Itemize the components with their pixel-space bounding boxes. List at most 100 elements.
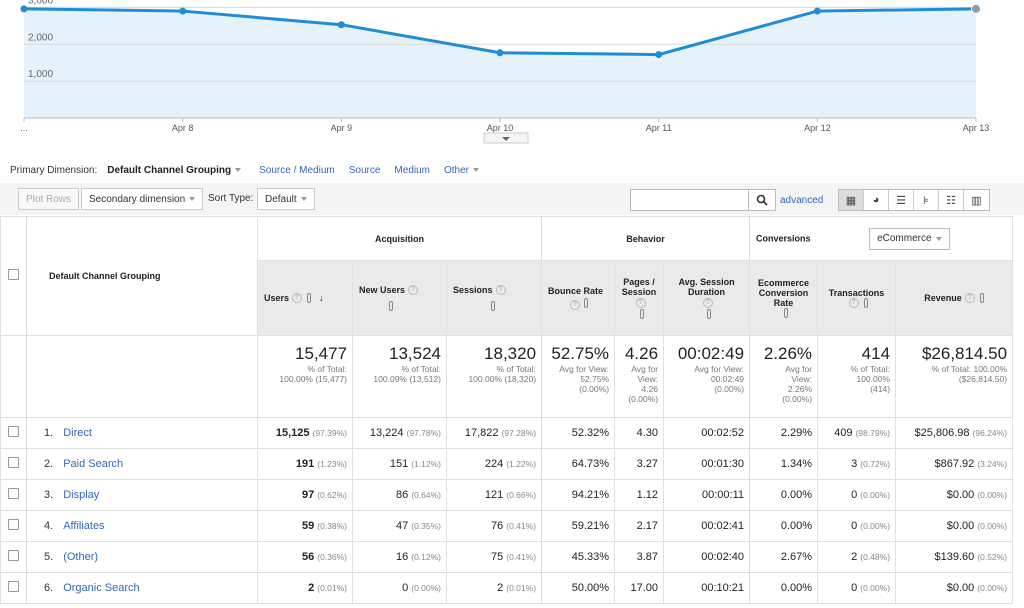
advanced-filter-link[interactable]: advanced <box>780 195 824 206</box>
chart-data-point <box>655 51 663 59</box>
cell-channel: 1. Direct <box>26 417 258 449</box>
row-checkbox[interactable] <box>8 519 19 530</box>
channel-link[interactable]: Display <box>63 489 100 501</box>
header-new-users[interactable]: New Users? <box>352 260 447 336</box>
performance-view-icon[interactable]: ☰ <box>889 190 914 210</box>
dimension-header[interactable]: Default Channel Grouping <box>26 216 258 336</box>
chart-x-tick-label: Apr 12 <box>804 123 831 133</box>
header-conversion-rate[interactable]: Ecommerce Conversion Rate <box>749 260 819 336</box>
chart-x-tick-label: Apr 11 <box>646 123 672 133</box>
row-number: 4. <box>44 520 54 532</box>
total-avg-duration: 00:02:49 Avg for View: 00:02:49 (0.00%) <box>663 335 751 418</box>
row-checkbox[interactable] <box>8 550 19 561</box>
channel-link[interactable]: Paid Search <box>63 458 124 470</box>
group-conversions: Conversions eCommerce <box>749 216 1014 261</box>
table-row: 1. Direct 15,125 (97.39%) 13,224 (97.78%) 17,8… <box>0 417 1014 449</box>
cell-duration: 00:02:40 <box>663 541 751 573</box>
cell-new_users: 16 (0.12%) <box>352 541 447 573</box>
conversions-dropdown[interactable]: eCommerce <box>869 227 950 250</box>
cell-pages: 1.12 <box>614 479 665 511</box>
pie-view-icon[interactable]: ◕ <box>864 190 889 210</box>
chart-y-tick-label: 3,000 <box>28 0 53 6</box>
cell-conv: 2.67% <box>749 541 819 573</box>
channel-link[interactable]: Direct <box>63 427 92 439</box>
chart-data-point <box>496 49 504 57</box>
chevron-down-icon <box>235 167 242 172</box>
sort-type-label: Sort Type: <box>208 193 254 204</box>
cell-channel: 4. Affiliates <box>26 510 258 542</box>
sort-type-dropdown[interactable]: Default <box>257 188 315 210</box>
primary-dimension-label: Primary Dimension: <box>10 164 98 176</box>
channel-link[interactable]: (Other) <box>63 551 99 563</box>
sort-arrow-icon: ↓ <box>319 292 324 303</box>
dimension-link-source-medium[interactable]: Source / Medium <box>259 164 335 176</box>
primary-dimension-bar: Primary Dimension: Default Channel Group… <box>0 160 1024 180</box>
channel-link[interactable]: Organic Search <box>63 582 140 594</box>
chevron-down-icon <box>473 167 480 172</box>
term-cloud-view-icon[interactable]: ☷ <box>939 190 964 210</box>
row-checkbox[interactable] <box>8 426 19 437</box>
search-button[interactable] <box>749 190 775 210</box>
help-icon: ? <box>570 300 581 310</box>
cell-new_users: 13,224 (97.78%) <box>352 417 447 449</box>
row-checkbox-cell <box>0 510 27 542</box>
row-number: 3. <box>44 489 54 501</box>
primary-dimension-current[interactable]: Default Channel Grouping <box>107 165 242 176</box>
chart-data-point <box>337 21 345 29</box>
cell-sessions: 17,822 (97.28%) <box>445 417 543 449</box>
row-checkbox[interactable] <box>8 457 19 468</box>
view-switcher: ▦ ◕ ☰ ⊧ ☷ ▥ <box>838 189 990 211</box>
row-number: 1. <box>44 427 54 439</box>
dimension-link-other[interactable]: Other <box>444 165 480 176</box>
chart-data-point <box>179 7 187 15</box>
plot-rows-button[interactable]: Plot Rows <box>18 188 80 210</box>
search-input[interactable] <box>631 190 749 210</box>
cell-pages: 4.30 <box>614 417 665 449</box>
chevron-down-icon <box>300 197 307 201</box>
cell-users: 97 (0.62%) <box>257 479 353 511</box>
cell-trans: 2 (0.48%) <box>817 541 897 573</box>
totals-row: 15,477% of Total: 100.00% (15,477) 13,524… <box>0 335 1014 418</box>
row-checkbox[interactable] <box>8 488 19 499</box>
header-users[interactable]: Users? ↓ <box>257 260 353 336</box>
total-users: 15,477% of Total: 100.00% (15,477) <box>257 335 353 418</box>
pivot-view-icon[interactable]: ▥ <box>971 194 982 207</box>
cell-trans: 0 (0.00%) <box>817 510 897 542</box>
chevron-down-icon <box>935 236 942 241</box>
cell-users: 191 (1.23%) <box>257 448 353 480</box>
header-bounce-rate[interactable]: Bounce Rate? <box>541 260 616 336</box>
secondary-dimension-dropdown[interactable]: Secondary dimension <box>81 188 204 210</box>
cell-bounce: 50.00% <box>541 572 616 604</box>
cell-bounce: 52.32% <box>541 417 616 449</box>
thermometer-icon <box>979 293 984 304</box>
chart-x-tick-label: Apr 10 <box>487 123 514 133</box>
select-all-checkbox[interactable] <box>8 269 19 280</box>
row-checkbox[interactable] <box>8 581 19 592</box>
header-transactions[interactable]: Transactions? <box>817 260 897 336</box>
comparison-view-icon[interactable]: ⊧ <box>914 190 939 210</box>
thermometer-icon <box>584 298 589 308</box>
header-revenue[interactable]: Revenue? <box>895 260 1014 336</box>
cell-new_users: 0 (0.00%) <box>352 572 447 604</box>
channel-link[interactable]: Affiliates <box>63 520 105 532</box>
cell-trans: 3 (0.72%) <box>817 448 897 480</box>
cell-sessions: 224 (1.22%) <box>445 448 543 480</box>
cell-revenue: $0.00 (0.00%) <box>895 572 1014 604</box>
report-table: Default Channel Grouping Acquisition Beh… <box>0 216 1014 604</box>
dimension-link-source[interactable]: Source <box>348 164 381 176</box>
header-avg-duration[interactable]: Avg. Session Duration? <box>663 260 751 336</box>
thermometer-icon <box>307 293 312 304</box>
header-pages-session[interactable]: Pages / Session? <box>614 260 665 336</box>
chart-data-point <box>20 5 28 13</box>
total-sessions: 18,320% of Total: 100.00% (18,320) <box>445 335 543 418</box>
cell-conv: 0.00% <box>749 572 819 604</box>
cell-revenue: $0.00 (0.00%) <box>895 510 1014 542</box>
table-view-icon[interactable]: ▦ <box>839 190 864 210</box>
cell-sessions: 121 (0.66%) <box>445 479 543 511</box>
cell-new_users: 86 (0.64%) <box>352 479 447 511</box>
row-number: 5. <box>44 551 54 563</box>
table-search <box>630 189 776 211</box>
header-sessions[interactable]: Sessions? <box>445 260 543 336</box>
dimension-link-medium[interactable]: Medium <box>394 164 430 176</box>
chart-y-tick-label: 2,000 <box>28 32 53 43</box>
